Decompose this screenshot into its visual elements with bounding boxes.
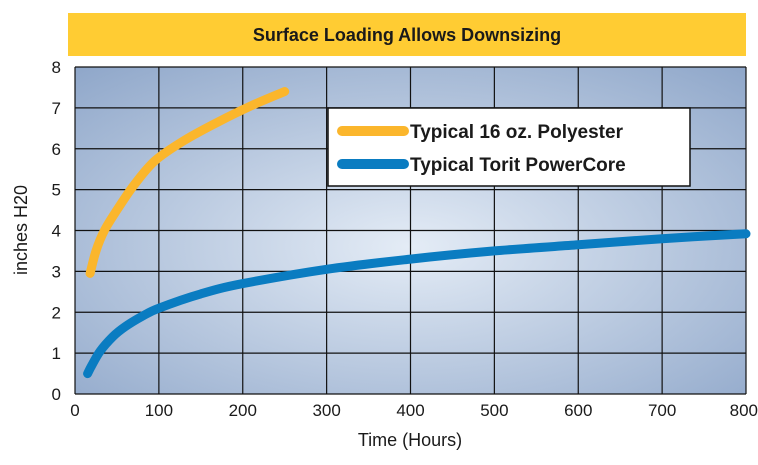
y-tick-label: 0 [52, 385, 61, 404]
y-tick-label: 7 [52, 99, 61, 118]
x-tick-label: 100 [145, 401, 173, 420]
legend-box [327, 107, 691, 187]
series-line-0 [85, 87, 290, 278]
x-tick-label: 600 [564, 401, 592, 420]
y-tick-label: 2 [52, 303, 61, 322]
x-tick-label: 500 [480, 401, 508, 420]
x-tick-label: 200 [229, 401, 257, 420]
x-tick-label: 800 [730, 401, 758, 420]
series-layer [83, 87, 751, 379]
y-tick-label: 8 [52, 58, 61, 77]
series-line-1 [83, 229, 751, 379]
y-tick-label: 4 [52, 222, 61, 241]
y-tick-label: 6 [52, 140, 61, 159]
legend-label-powercore: Typical Torit PowerCore [410, 155, 626, 176]
legend: Typical 16 oz. Polyester Typical Torit P… [327, 107, 691, 187]
y-tick-label: 3 [52, 262, 61, 281]
chart-title: Surface Loading Allows Downsizing [253, 25, 561, 45]
y-tick-label: 1 [52, 344, 61, 363]
y-axis-label: inches H20 [11, 185, 31, 275]
x-tick-label: 400 [396, 401, 424, 420]
tick-labels: 0 100 200 300 400 500 600 700 800 0 1 2 3 4 5 6 7 8 [52, 58, 758, 420]
title-bar [68, 13, 746, 56]
x-tick-label: 0 [70, 401, 79, 420]
x-tick-label: 300 [312, 401, 340, 420]
legend-label-polyester: Typical 16 oz. Polyester [410, 122, 624, 143]
y-tick-label: 5 [52, 181, 61, 200]
x-axis-label: Time (Hours) [358, 430, 462, 450]
x-tick-label: 700 [648, 401, 676, 420]
